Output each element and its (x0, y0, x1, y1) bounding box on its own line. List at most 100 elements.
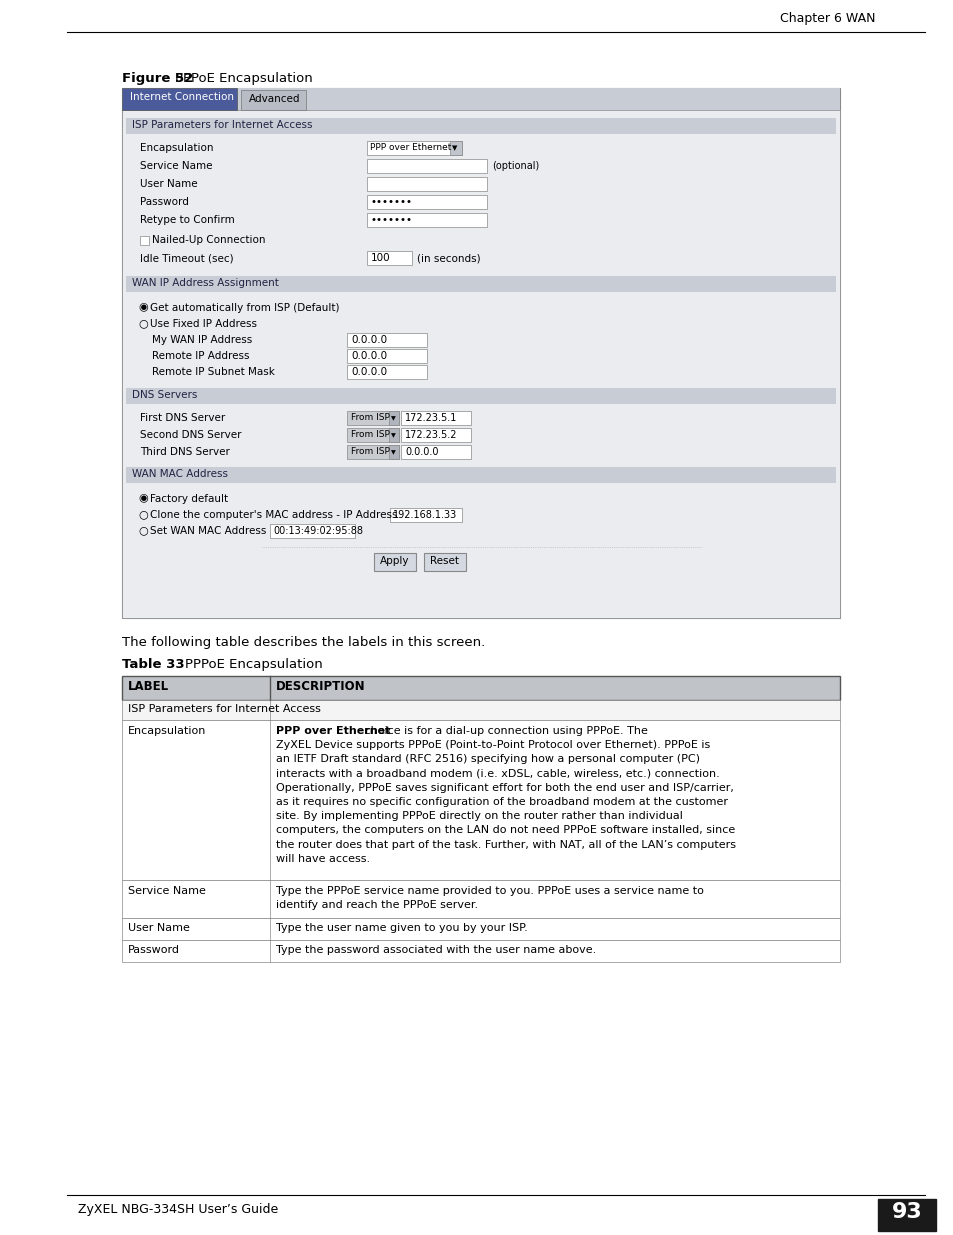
Bar (367, 141, 461, 156)
Text: Factory default: Factory default (150, 494, 228, 504)
Text: Password: Password (128, 945, 180, 955)
Bar (140, 236, 149, 245)
Bar (389, 429, 398, 442)
Text: My WAN IP Address: My WAN IP Address (152, 335, 252, 345)
Bar (347, 411, 398, 425)
Text: Retype to Confirm: Retype to Confirm (140, 215, 234, 225)
Text: Type the user name given to you by your ISP.: Type the user name given to you by your … (275, 923, 527, 932)
Bar (126, 467, 835, 483)
Text: Nailed-Up Connection: Nailed-Up Connection (152, 235, 265, 245)
Text: will have access.: will have access. (275, 853, 370, 863)
Bar (423, 553, 465, 571)
Text: PPP over Ethernet: PPP over Ethernet (275, 726, 390, 736)
Text: computers, the computers on the LAN do not need PPPoE software installed, since: computers, the computers on the LAN do n… (275, 825, 735, 835)
Text: ▼: ▼ (452, 144, 456, 151)
Text: From ISP: From ISP (351, 430, 390, 438)
Text: (in seconds): (in seconds) (416, 253, 480, 263)
Text: 0.0.0.0: 0.0.0.0 (351, 367, 387, 377)
Text: identify and reach the PPPoE server.: identify and reach the PPPoE server. (275, 900, 477, 910)
Text: interacts with a broadband modem (i.e. xDSL, cable, wireless, etc.) connection.: interacts with a broadband modem (i.e. x… (275, 768, 719, 778)
Bar (374, 553, 416, 571)
Text: The following table describes the labels in this screen.: The following table describes the labels… (122, 636, 485, 650)
Text: 172.23.5.2: 172.23.5.2 (405, 430, 457, 440)
Text: ZyXEL NBG-334SH User’s Guide: ZyXEL NBG-334SH User’s Guide (78, 1203, 278, 1216)
Text: Service Name: Service Name (140, 161, 213, 170)
Bar (122, 881, 840, 918)
Text: choice is for a dial-up connection using PPPoE. The: choice is for a dial-up connection using… (360, 726, 647, 736)
Text: ○: ○ (138, 317, 148, 329)
Text: Second DNS Server: Second DNS Server (140, 430, 241, 440)
Text: ▼: ▼ (391, 450, 395, 454)
Bar (347, 350, 427, 363)
Text: Apply: Apply (380, 556, 410, 566)
Text: WAN IP Address Assignment: WAN IP Address Assignment (132, 278, 278, 288)
Text: PPPoE Encapsulation: PPPoE Encapsulation (185, 658, 322, 671)
Text: User Name: User Name (128, 923, 190, 932)
Text: 0.0.0.0: 0.0.0.0 (351, 335, 387, 345)
Text: ZyXEL Device supports PPPoE (Point-to-Point Protocol over Ethernet). PPPoE is: ZyXEL Device supports PPPoE (Point-to-Po… (275, 740, 709, 750)
Text: Encapsulation: Encapsulation (128, 726, 206, 736)
Text: Use Fixed IP Address: Use Fixed IP Address (150, 319, 256, 329)
Text: Internet Connection: Internet Connection (130, 91, 233, 103)
Text: DESCRIPTION: DESCRIPTION (275, 680, 365, 693)
Text: Get automatically from ISP (Default): Get automatically from ISP (Default) (150, 303, 339, 312)
Text: the router does that part of the task. Further, with NAT, all of the LAN’s compu: the router does that part of the task. F… (275, 840, 735, 850)
Text: 0.0.0.0: 0.0.0.0 (405, 447, 438, 457)
Bar (347, 366, 427, 379)
Bar (367, 159, 486, 173)
Text: DNS Servers: DNS Servers (132, 390, 197, 400)
Bar (122, 88, 840, 617)
Bar (122, 918, 840, 940)
Bar (122, 676, 840, 700)
Text: 0.0.0.0: 0.0.0.0 (351, 351, 387, 361)
Text: Idle Timeout (sec): Idle Timeout (sec) (140, 253, 233, 263)
Bar (270, 524, 355, 538)
Text: Remote IP Subnet Mask: Remote IP Subnet Mask (152, 367, 274, 377)
Text: •••••••: ••••••• (371, 215, 413, 225)
Bar (367, 251, 412, 266)
Text: From ISP: From ISP (351, 412, 390, 422)
Bar (389, 411, 398, 425)
Bar (241, 90, 306, 110)
Bar (390, 508, 461, 522)
Bar (367, 195, 486, 209)
Bar (400, 445, 471, 459)
Bar (126, 119, 835, 135)
Bar (450, 141, 461, 156)
Text: ▼: ▼ (391, 416, 395, 421)
Text: Operationally, PPPoE saves significant effort for both the end user and ISP/carr: Operationally, PPPoE saves significant e… (275, 783, 733, 793)
Text: Figure 52: Figure 52 (122, 72, 193, 85)
Text: ○: ○ (138, 525, 148, 535)
Text: Third DNS Server: Third DNS Server (140, 447, 230, 457)
Text: ◉: ◉ (138, 303, 148, 312)
Text: Password: Password (140, 198, 189, 207)
Text: PPPoE Encapsulation: PPPoE Encapsulation (174, 72, 313, 85)
Bar (122, 110, 840, 618)
Bar (877, 1199, 935, 1231)
Text: ISP Parameters for Internet Access: ISP Parameters for Internet Access (128, 704, 320, 714)
Bar (400, 429, 471, 442)
Bar (347, 333, 427, 347)
Bar (347, 445, 398, 459)
Text: Chapter 6 WAN: Chapter 6 WAN (780, 12, 875, 25)
Text: Table 33: Table 33 (122, 658, 185, 671)
Text: Type the PPPoE service name provided to you. PPPoE uses a service name to: Type the PPPoE service name provided to … (275, 885, 703, 897)
Bar (367, 212, 486, 227)
Bar (122, 720, 840, 881)
Text: 172.23.5.1: 172.23.5.1 (405, 412, 456, 424)
Text: ◉: ◉ (138, 493, 148, 503)
Text: an IETF Draft standard (RFC 2516) specifying how a personal computer (PC): an IETF Draft standard (RFC 2516) specif… (275, 755, 700, 764)
Bar (126, 388, 835, 404)
Bar (122, 940, 840, 962)
Text: (optional): (optional) (492, 161, 538, 170)
Text: site. By implementing PPPoE directly on the router rather than individual: site. By implementing PPPoE directly on … (275, 811, 682, 821)
Bar (122, 700, 840, 720)
Text: From ISP: From ISP (351, 447, 390, 456)
Text: PPP over Ethernet: PPP over Ethernet (370, 143, 451, 152)
Text: ISP Parameters for Internet Access: ISP Parameters for Internet Access (132, 120, 313, 130)
Text: 192.168.1.33: 192.168.1.33 (393, 510, 456, 520)
Bar (400, 411, 471, 425)
Text: as it requires no specific configuration of the broadband modem at the customer: as it requires no specific configuration… (275, 797, 727, 806)
Text: ▼: ▼ (391, 433, 395, 438)
Text: Clone the computer's MAC address - IP Address: Clone the computer's MAC address - IP Ad… (150, 510, 397, 520)
